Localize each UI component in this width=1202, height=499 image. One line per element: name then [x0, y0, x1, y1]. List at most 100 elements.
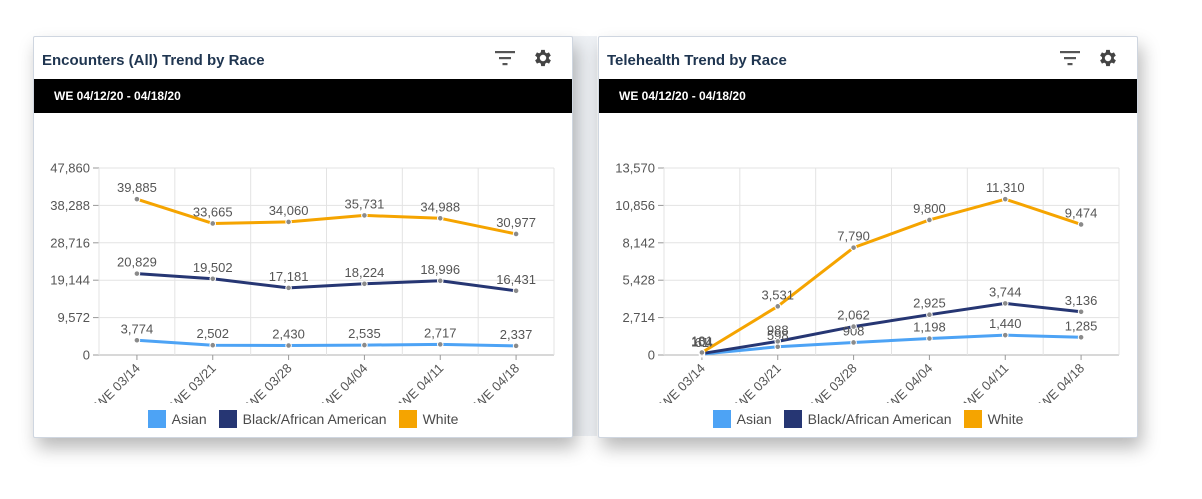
data-label-white: 3,531	[761, 287, 794, 302]
legend-swatch-white	[398, 410, 417, 428]
x-tick-label: WE 04/11	[961, 361, 1011, 403]
y-tick-label: 19,144	[50, 273, 90, 288]
data-label-white: 11,310	[986, 180, 1025, 195]
x-tick-label: WE 03/21	[733, 361, 784, 403]
data-point-black-african-american[interactable]	[133, 270, 141, 277]
data-label-white: 30,977	[496, 215, 536, 230]
data-point-black-african-american[interactable]	[285, 284, 292, 292]
data-label-black-african-american: 16,431	[496, 272, 536, 287]
data-point-asian[interactable]	[436, 341, 444, 348]
data-label-black-african-american: 3,136	[1065, 293, 1098, 308]
legend-item-asian[interactable]: Asian	[712, 410, 772, 428]
y-tick-label: 8,142	[622, 235, 655, 250]
data-point-black-african-american[interactable]	[436, 277, 444, 285]
legend-item-black-african-american[interactable]: Black/African American	[218, 410, 387, 428]
data-point-white[interactable]	[850, 244, 857, 251]
legend-item-white[interactable]: White	[398, 410, 458, 428]
legend-item-black-african-american[interactable]: Black/African American	[783, 410, 952, 428]
data-point-white[interactable]	[361, 212, 368, 219]
data-point-black-african-american[interactable]	[209, 275, 217, 283]
series-line-black-african-american[interactable]	[136, 272, 517, 293]
data-point-asian[interactable]	[361, 341, 368, 349]
y-tick-label: 47,860	[50, 161, 90, 176]
data-label-black-african-american: 19,502	[193, 260, 233, 275]
data-label-asian: 61	[695, 335, 709, 350]
data-point-asian[interactable]	[512, 342, 520, 350]
y-tick-label: 5,428	[622, 273, 655, 288]
data-label-asian: 1,198	[913, 319, 946, 334]
card-title: Telehealth Trend by Race	[607, 52, 787, 69]
data-point-black-african-american[interactable]	[774, 338, 782, 345]
data-label-white: 7,790	[837, 229, 870, 244]
data-point-asian[interactable]	[285, 342, 292, 349]
y-tick-label: 0	[83, 348, 90, 363]
data-label-black-african-american: 104	[691, 335, 713, 350]
legend-label: White	[987, 411, 1024, 427]
filter-icon[interactable]	[1059, 47, 1081, 69]
legend-swatch-white	[963, 410, 982, 428]
data-label-asian: 2,502	[196, 326, 229, 341]
data-label-asian: 2,430	[272, 327, 305, 342]
x-tick-label: WE 03/14	[92, 361, 143, 403]
series-line-white[interactable]	[136, 197, 517, 236]
data-point-white[interactable]	[209, 220, 217, 227]
series-line-asian[interactable]	[701, 333, 1082, 356]
data-point-white[interactable]	[926, 216, 933, 224]
data-point-black-african-american[interactable]	[1001, 300, 1009, 307]
data-point-asian[interactable]	[1077, 333, 1085, 341]
y-tick-label: 38,288	[50, 198, 90, 213]
data-label-white: 181	[691, 334, 713, 349]
x-tick-label: WE 04/04	[320, 361, 371, 403]
data-point-asian[interactable]	[774, 343, 782, 351]
data-point-asian[interactable]	[850, 339, 857, 346]
data-point-white[interactable]	[285, 218, 292, 226]
series-line-asian[interactable]	[136, 338, 517, 348]
data-point-asian[interactable]	[133, 336, 141, 344]
x-tick-label: WE 03/14	[657, 361, 708, 403]
data-label-asian: 1,285	[1065, 318, 1098, 333]
card-header: Encounters (All) Trend by Race	[34, 37, 572, 79]
gear-icon[interactable]	[1097, 47, 1119, 69]
data-label-black-african-american: 2,062	[837, 308, 870, 323]
legend-swatch-black-african-american	[218, 410, 237, 428]
gear-icon[interactable]	[532, 47, 554, 69]
telehealth-trend-card: Telehealth Trend by Race WE 04/12/20 - 0…	[598, 36, 1138, 438]
legend-item-asian[interactable]: Asian	[147, 410, 207, 428]
filter-icon[interactable]	[494, 47, 516, 69]
encounters-line-chart: 0 9,572 19,144 28,716 38,288 47,860 WE 03/14 WE…	[50, 161, 555, 403]
data-label-asian: 908	[843, 323, 865, 338]
dashboard-gap	[571, 36, 597, 436]
data-point-white[interactable]	[1077, 221, 1085, 228]
data-point-white[interactable]	[774, 303, 782, 310]
data-point-asian[interactable]	[209, 341, 217, 349]
data-point-white[interactable]	[698, 349, 706, 356]
data-label-black-african-american: 18,996	[420, 262, 460, 277]
series-line-black-african-american[interactable]	[701, 301, 1082, 356]
x-tick-label: WE 04/11	[396, 361, 446, 403]
chart-legend: Asian Black/African American White	[599, 409, 1137, 429]
x-tick-label: WE 04/18	[1036, 361, 1087, 403]
y-tick-label: 9,572	[57, 310, 90, 325]
data-point-white[interactable]	[1001, 195, 1009, 203]
series-line-white[interactable]	[701, 197, 1082, 354]
data-point-black-african-american[interactable]	[512, 287, 520, 295]
y-tick-label: 0	[648, 348, 655, 363]
chart-area: 0 2,714 5,428 8,142 10,856 13,570 WE 03/14 WE 0…	[599, 113, 1137, 437]
date-range-bar: WE 04/12/20 - 04/18/20	[599, 79, 1137, 113]
data-point-white[interactable]	[512, 230, 520, 238]
data-label-white: 9,800	[913, 201, 946, 216]
data-point-asian[interactable]	[926, 335, 933, 342]
data-point-white[interactable]	[436, 214, 444, 222]
x-tick-label: WE 03/28	[809, 361, 860, 403]
data-point-black-african-american[interactable]	[850, 323, 857, 330]
data-point-black-african-american[interactable]	[361, 280, 368, 288]
data-point-asian[interactable]	[1001, 331, 1009, 339]
y-tick-label: 13,570	[615, 161, 655, 176]
card-title: Encounters (All) Trend by Race	[42, 52, 265, 69]
legend-item-white[interactable]: White	[963, 410, 1024, 428]
data-point-black-african-american[interactable]	[926, 311, 933, 318]
data-point-white[interactable]	[133, 195, 141, 203]
legend-swatch-asian	[147, 410, 166, 428]
data-point-black-african-american[interactable]	[1077, 308, 1085, 316]
y-tick-label: 10,856	[615, 198, 655, 213]
